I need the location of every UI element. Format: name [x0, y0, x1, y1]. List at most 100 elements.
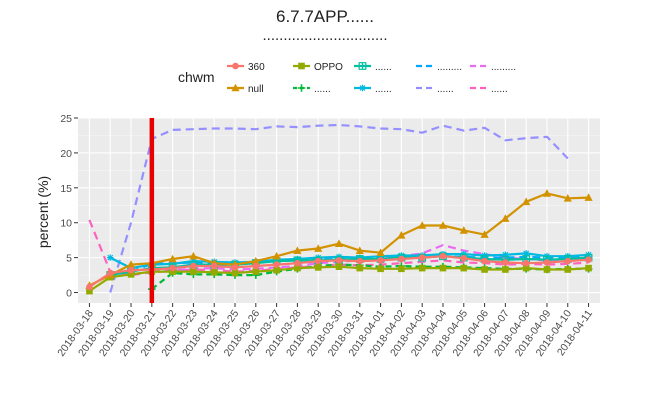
data-point [398, 255, 405, 263]
legend-item: ...... [354, 84, 392, 95]
data-point [231, 269, 239, 277]
legend-label: OPPO [314, 62, 343, 73]
data-point [502, 266, 509, 273]
data-point [190, 262, 197, 270]
data-point [251, 256, 260, 265]
data-point [356, 264, 364, 272]
data-point [231, 264, 239, 271]
data-point [439, 264, 447, 272]
legend-label: ...... [375, 84, 392, 95]
data-point [563, 193, 572, 202]
data-point [127, 271, 135, 278]
legend-item: OPPO [293, 62, 343, 73]
data-point [480, 230, 489, 238]
data-point [189, 251, 198, 260]
data-point [542, 189, 552, 197]
legend-item: ...... [470, 84, 508, 95]
legend-item: ...... [416, 84, 454, 95]
data-point [481, 257, 488, 265]
data-point [232, 62, 239, 70]
data-point [356, 257, 364, 265]
data-point [418, 254, 426, 261]
data-point [190, 268, 197, 275]
data-point [459, 226, 468, 234]
legend-item: ......... [416, 62, 462, 73]
data-point [314, 244, 323, 252]
series-line [130, 255, 589, 273]
data-point [377, 265, 384, 273]
legend-label: 360 [248, 62, 265, 73]
data-point [126, 260, 136, 268]
series-7 [109, 123, 569, 293]
data-point [439, 252, 447, 260]
data-point [335, 257, 343, 264]
legend-label: ...... [437, 84, 454, 95]
legend-item: ...... [354, 62, 392, 73]
data-point [585, 256, 592, 264]
legend-label: ......... [437, 62, 462, 73]
chart-title: 6.7.7APP...... [276, 7, 374, 26]
data-point [460, 255, 468, 262]
data-point [127, 266, 135, 274]
y-axis-title: percent (%) [35, 176, 51, 248]
data-point [460, 264, 468, 272]
data-point [273, 266, 280, 274]
data-point [294, 259, 301, 267]
data-point [376, 248, 385, 257]
data-point [585, 264, 592, 272]
data-point [252, 268, 260, 275]
legend-item: ...... [293, 84, 331, 95]
legend-item: null [227, 83, 264, 95]
legend-item: 360 [227, 62, 265, 73]
data-point [502, 251, 509, 259]
y-tick-label: 20 [60, 148, 72, 160]
data-point [377, 257, 384, 264]
data-point [438, 221, 448, 229]
data-point [522, 259, 530, 267]
data-point [231, 83, 240, 92]
data-point [335, 263, 343, 270]
legend-label: ...... [375, 62, 392, 73]
series-2 [86, 263, 592, 295]
data-point [501, 214, 510, 222]
legend-title: chwm [178, 69, 215, 85]
y-tick-label: 25 [60, 113, 72, 125]
data-point [418, 264, 426, 272]
data-point [169, 264, 176, 272]
data-point [210, 268, 218, 276]
data-point [418, 221, 427, 229]
legend-label: ...... [491, 84, 508, 95]
data-point [272, 251, 281, 260]
data-point [522, 197, 531, 206]
chart-subtitle: .............................. [262, 27, 387, 44]
data-point [314, 264, 322, 271]
data-point [359, 84, 366, 92]
legend-item: ......... [470, 62, 516, 73]
data-point [314, 257, 322, 265]
legend-label: ......... [491, 62, 516, 73]
data-point [273, 261, 280, 268]
data-point [252, 262, 260, 270]
data-point [297, 84, 306, 92]
data-point [522, 264, 530, 272]
series-0 [86, 252, 592, 291]
data-point [564, 266, 572, 273]
data-point [334, 239, 344, 247]
data-point [584, 193, 593, 201]
data-point [358, 62, 367, 70]
plot-area: 05101520252018-03-182018-03-192018-03-20… [55, 113, 600, 359]
data-point [397, 230, 406, 239]
y-tick-label: 15 [60, 183, 72, 195]
y-tick-label: 10 [60, 218, 72, 230]
data-point [564, 257, 572, 265]
data-point [502, 259, 509, 266]
data-point [86, 283, 93, 291]
data-point [106, 254, 114, 261]
data-point [210, 262, 218, 270]
data-point [543, 266, 551, 273]
data-point [168, 254, 177, 263]
data-point [298, 62, 305, 70]
data-point [398, 265, 405, 273]
y-tick-label: 5 [66, 253, 72, 265]
